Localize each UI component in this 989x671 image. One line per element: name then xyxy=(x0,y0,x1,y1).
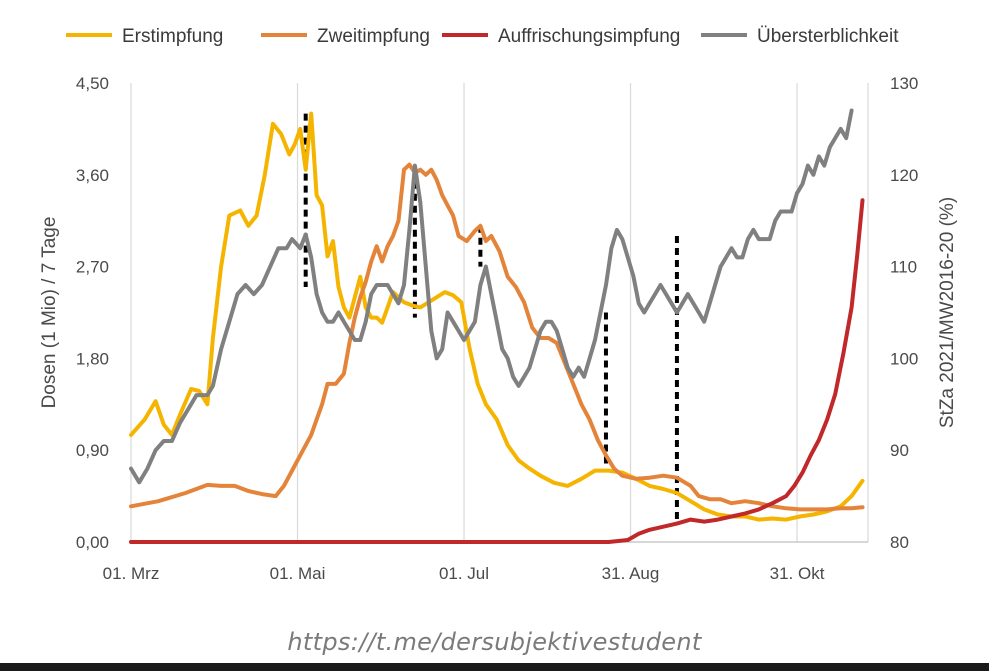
line-chart: 01. Mrz 01. Mai 01. Jul 31. Aug 31. Okt 0,00 0… xyxy=(39,26,958,583)
annotation-dashes xyxy=(303,113,679,524)
y-left-tick-label: 4,50 xyxy=(76,74,109,93)
y-right-tick-label: 80 xyxy=(890,533,909,552)
legend: Erstimpfung Zweitimpfung Auffrischungsimpf… xyxy=(66,26,899,47)
y-axis-right-title: StZa 2021/MW2016-20 (%) xyxy=(937,197,958,428)
y-left-tick-label: 0,00 xyxy=(76,533,109,552)
axes: 01. Mrz 01. Mai 01. Jul 31. Aug 31. Okt 0,00 0… xyxy=(76,74,918,583)
legend-label: Übersterblichkeit xyxy=(757,26,899,47)
bottom-bar xyxy=(0,663,989,671)
y-axis-left-title: Dosen (1 Mio) / 7 Tage xyxy=(39,217,60,409)
y-right-tick-label: 90 xyxy=(890,441,909,460)
source-url[interactable]: https://t.me/dersubjektivestudent xyxy=(287,628,702,656)
y-left-tick-label: 0,90 xyxy=(76,441,109,460)
y-right-tick-label: 100 xyxy=(890,349,918,368)
legend-label: Auffrischungsimpfung xyxy=(498,26,680,47)
y-right-tick-label: 130 xyxy=(890,74,918,93)
series-line-übersterblichkeit xyxy=(129,108,854,485)
series-line-zweitimpfung xyxy=(129,162,865,512)
x-tick-label: 01. Mrz xyxy=(103,564,160,583)
grid-lines xyxy=(296,83,798,542)
y-left-tick-label: 2,70 xyxy=(76,258,109,277)
series-line-erstimpfung xyxy=(129,111,865,522)
y-right-tick-label: 120 xyxy=(890,166,918,185)
x-tick-label: 01. Jul xyxy=(439,564,489,583)
y-left-tick-label: 3,60 xyxy=(76,166,109,185)
y-right-tick-label: 110 xyxy=(890,258,917,277)
x-tick-label: 31. Okt xyxy=(770,564,825,583)
x-tick-label: 01. Mai xyxy=(270,564,326,583)
x-tick-label: 31. Aug xyxy=(602,564,660,583)
legend-label: Erstimpfung xyxy=(122,26,223,47)
y-left-tick-label: 1,80 xyxy=(76,349,109,368)
series-lines xyxy=(129,108,865,544)
series-line-auffrischungsimpfung xyxy=(129,198,865,544)
legend-label: Zweitimpfung xyxy=(317,26,430,47)
